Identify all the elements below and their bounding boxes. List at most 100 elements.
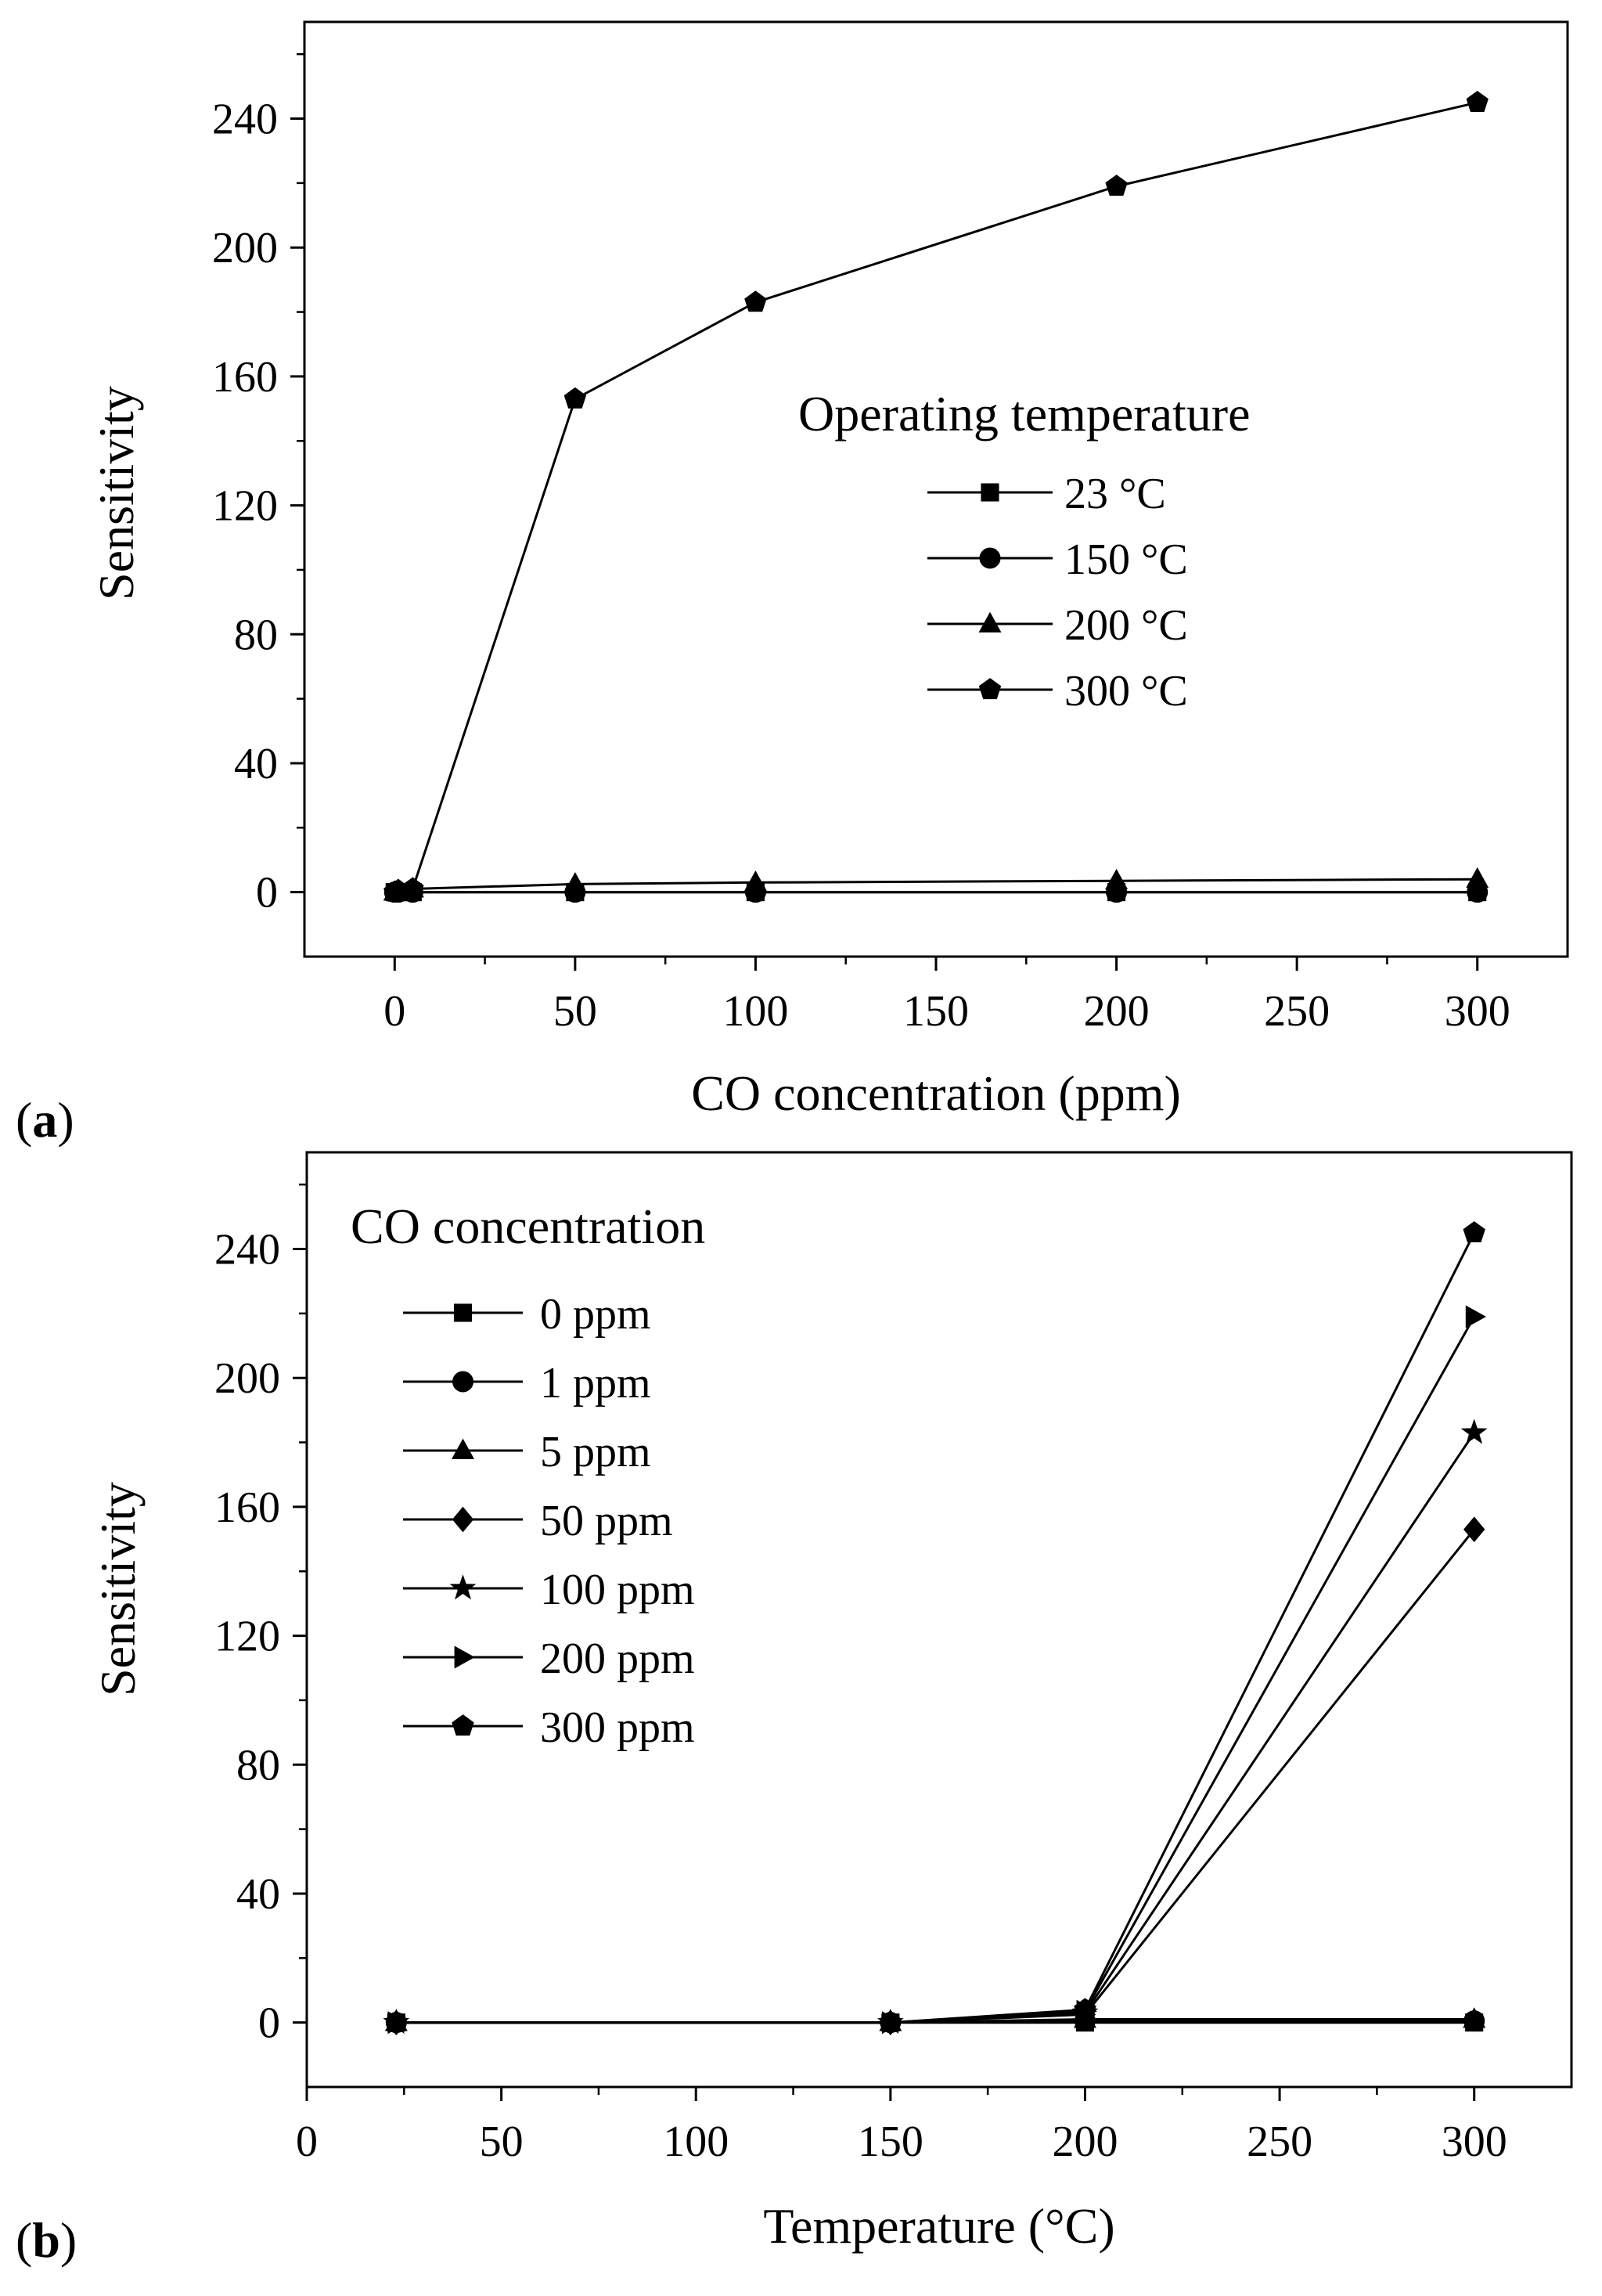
data-point bbox=[1105, 868, 1129, 890]
plot-frame bbox=[303, 20, 1569, 958]
data-point bbox=[563, 872, 587, 893]
plot-frame bbox=[305, 1151, 1573, 2089]
x-axis-label: Temperature (°C) bbox=[763, 2198, 1114, 2254]
legend-marker bbox=[979, 547, 1001, 569]
legend-item: 200 ppm bbox=[403, 1635, 695, 1683]
x-axis-label: CO concentration (ppm) bbox=[691, 1065, 1181, 1121]
legend-marker bbox=[978, 611, 1002, 633]
legend-marker bbox=[452, 1438, 474, 1459]
data-point bbox=[563, 387, 587, 409]
data-point bbox=[401, 877, 424, 899]
legend-item: 23 °C bbox=[927, 470, 1166, 518]
legend-item: 100 ppm bbox=[403, 1566, 695, 1614]
data-point bbox=[1466, 90, 1489, 112]
y-axis-label: Sensitivity bbox=[88, 386, 144, 600]
legend-marker bbox=[981, 483, 999, 502]
series-line bbox=[394, 101, 1478, 894]
legend-item: 150 °C bbox=[927, 535, 1188, 584]
legend-marker bbox=[452, 1371, 473, 1393]
panel-label-close: ) bbox=[60, 2212, 77, 2268]
legend-label: 50 ppm bbox=[540, 1497, 673, 1545]
x-tick-label: 250 bbox=[1264, 987, 1330, 1036]
data-point bbox=[744, 290, 767, 312]
panel-label-open: ( bbox=[16, 2212, 32, 2268]
y-tick-label: 0 bbox=[258, 1999, 280, 2048]
data-point bbox=[1463, 2007, 1486, 2028]
data-point bbox=[1105, 175, 1128, 196]
legend-label: 150 °C bbox=[1064, 535, 1188, 584]
panel-label-letter: a bbox=[32, 1092, 57, 1148]
legend: CO concentration 0 ppm 1 ppm 5 ppm 50 ppm 100… bbox=[351, 1198, 705, 1752]
data-point bbox=[1460, 1418, 1488, 1444]
x-tick-label: 300 bbox=[1445, 987, 1510, 1036]
legend-marker bbox=[449, 1574, 477, 1600]
data-point bbox=[385, 2010, 408, 2032]
panel-label: (b) bbox=[16, 2212, 77, 2268]
chart-a: 0 50 100 150 200 250 300 0 40 80 120 160 200 240 CO co… bbox=[16, 20, 1569, 1148]
x-tick-label: 150 bbox=[903, 987, 969, 1036]
y-tick-label: 80 bbox=[234, 611, 278, 659]
legend-label: 5 ppm bbox=[540, 1428, 651, 1476]
x-tick-label: 250 bbox=[1247, 2118, 1312, 2166]
y-tick-label: 200 bbox=[214, 1354, 280, 1403]
legend-label: 200 °C bbox=[1064, 601, 1188, 650]
legend-item: 300 °C bbox=[927, 667, 1188, 715]
y-tick-label: 40 bbox=[236, 1870, 280, 1919]
series-300-c bbox=[383, 90, 1489, 902]
data-point bbox=[1465, 1305, 1487, 1328]
x-tick-label: 0 bbox=[383, 987, 405, 1036]
legend-marker bbox=[453, 1303, 473, 1322]
panel-label-open: ( bbox=[16, 1092, 32, 1148]
panel-label-close: ) bbox=[57, 1092, 74, 1148]
series-line bbox=[396, 1232, 1476, 2024]
y-tick-label: 160 bbox=[214, 1483, 280, 1532]
x-tick-label: 50 bbox=[480, 2118, 524, 2166]
y-tick-label: 120 bbox=[212, 482, 278, 531]
data-point bbox=[1463, 1516, 1485, 1543]
legend-title: CO concentration bbox=[351, 1198, 705, 1254]
panel-label: (a) bbox=[16, 1092, 74, 1148]
x-tick-label: 100 bbox=[663, 2118, 729, 2166]
y-tick-label: 40 bbox=[234, 740, 278, 788]
y-tick-label: 240 bbox=[212, 96, 278, 144]
series-line bbox=[394, 878, 1478, 894]
y-tick-label: 160 bbox=[212, 353, 278, 402]
data-point bbox=[743, 870, 767, 892]
panel-label-letter: b bbox=[32, 2212, 60, 2268]
legend-label: 23 °C bbox=[1064, 470, 1166, 518]
legend-title: Operating temperature bbox=[798, 386, 1251, 442]
series-300-ppm bbox=[385, 1220, 1485, 2032]
legend-item: 0 ppm bbox=[403, 1290, 651, 1339]
legend-label: 300 °C bbox=[1064, 667, 1188, 715]
y-tick-label: 120 bbox=[214, 1613, 280, 1661]
legend-item: 5 ppm bbox=[403, 1428, 651, 1476]
x-tick-label: 100 bbox=[722, 987, 788, 1036]
legend-label: 300 ppm bbox=[540, 1703, 695, 1752]
x-tick-label: 50 bbox=[553, 987, 597, 1036]
legend-label: 200 ppm bbox=[540, 1635, 695, 1683]
series-200-c bbox=[383, 867, 1489, 901]
chart-b: 0 50 100 150 200 250 300 0 40 80 120 160 200 240 Tempe… bbox=[16, 1151, 1573, 2268]
data-point bbox=[1074, 1998, 1096, 2020]
legend-label: 0 ppm bbox=[540, 1290, 651, 1339]
x-tick-label: 150 bbox=[858, 2118, 923, 2166]
legend: Operating temperature 23 °C 150 °C 200 °C 30… bbox=[798, 386, 1251, 715]
legend-marker bbox=[454, 1645, 475, 1669]
data-point bbox=[879, 2010, 902, 2032]
legend-marker bbox=[452, 1714, 474, 1736]
x-tick-label: 0 bbox=[296, 2118, 318, 2166]
legend-label: 1 ppm bbox=[540, 1359, 651, 1408]
x-tick-label: 300 bbox=[1442, 2118, 1507, 2166]
x-tick-label: 200 bbox=[1084, 987, 1150, 1036]
legend-item: 200 °C bbox=[927, 601, 1188, 650]
legend-marker bbox=[978, 678, 1002, 700]
legend-label: 100 ppm bbox=[540, 1566, 695, 1614]
data-point bbox=[1463, 1220, 1485, 1242]
y-tick-label: 200 bbox=[212, 224, 278, 272]
legend-marker bbox=[452, 1506, 474, 1533]
legend-item: 1 ppm bbox=[403, 1359, 651, 1408]
y-tick-label: 240 bbox=[214, 1226, 280, 1274]
y-axis-label: Sensitivity bbox=[90, 1482, 146, 1696]
legend-item: 50 ppm bbox=[403, 1497, 673, 1545]
